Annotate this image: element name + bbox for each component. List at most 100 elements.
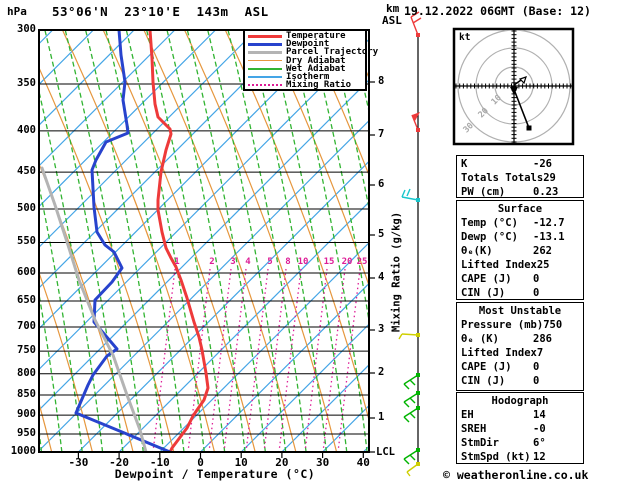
legend-row: Dewpoint: [245, 39, 365, 50]
panel-row: EH 14: [457, 408, 583, 422]
panel-row: StmSpd (kt) 12: [457, 450, 583, 464]
panel-row: θₑ (K) 286: [457, 332, 583, 346]
panel-row: CIN (J) 0: [457, 286, 583, 300]
legend-thin-line-swatch: [248, 59, 282, 62]
panel-row-value: 0: [533, 361, 540, 373]
temp-tick-label: -10: [149, 456, 170, 469]
panel-row-label: Pressure (mb): [461, 319, 544, 331]
panel-row-label: SREH: [461, 423, 487, 435]
panel-header: Most Unstable: [478, 305, 562, 317]
panel-row-label: CAPE (J): [461, 361, 512, 373]
panel-row: θₑ(K) 262: [457, 244, 583, 258]
panel-row: Dewp (°C) -13.1: [457, 230, 583, 244]
panel-row: Temp (°C) -12.7: [457, 216, 583, 230]
panel-row-value: 0: [533, 287, 540, 299]
temp-tick-label: 40: [356, 456, 370, 469]
temp-tick-label: 10: [234, 456, 248, 469]
mixing-ratio-value-label: 20: [341, 257, 353, 267]
km-tick-label: 4: [378, 271, 385, 283]
pressure-tick-label: 850: [17, 388, 36, 401]
mixing-ratio-value-label: 15: [323, 257, 335, 267]
legend-thick-line-swatch: [248, 50, 282, 54]
legend-thin-line-swatch: [248, 68, 282, 70]
panel-row-label: StmDir: [461, 437, 499, 449]
legend-item-label: Wet Adiabat: [286, 63, 346, 74]
km-tick-label: 6: [378, 178, 385, 190]
station-title: 53°06'N 23°10'E 143m ASL: [52, 4, 269, 19]
altitude-unit-asl: ASL: [382, 14, 402, 27]
panel-row-label: PW (cm): [461, 186, 506, 198]
legend-box: Temperature Dewpoint Parcel Trajectory Dry …: [243, 29, 378, 91]
temp-tick-label: 20: [275, 456, 289, 469]
pressure-tick-label: 950: [17, 427, 36, 440]
pressure-tick-label: 650: [17, 294, 36, 306]
legend-row: Mixing Ratio: [245, 80, 365, 91]
mixing-ratio-value-label: 10: [297, 257, 309, 267]
panel-row-value: 6°: [533, 437, 546, 449]
pressure-tick-label: 750: [17, 344, 36, 357]
temp-tick-label: -30: [68, 456, 89, 469]
panel-row-value: 286: [533, 333, 552, 345]
temp-tick-label: 30: [315, 456, 330, 469]
panel-row: Lifted Index 7: [457, 346, 583, 360]
panel-row-value: 25: [536, 259, 550, 271]
mixing-ratio-value-label: 2: [209, 257, 215, 267]
legend-thin-line-swatch: [248, 76, 282, 78]
legend-row: Isotherm: [245, 72, 365, 82]
panel-row: CAPE (J) 0: [457, 272, 583, 286]
temp-tick-label: -20: [109, 456, 130, 469]
legend-thick-line-swatch: [248, 42, 282, 46]
panel-row-value: -0: [533, 423, 546, 435]
run-date-label: 19.12.2022 06GMT (Base: 12): [404, 4, 591, 18]
stats-panel: Hodograph EH 14 SREH -0 StmDir 6° StmSpd (kt) 12: [456, 392, 584, 464]
panel-row-label: Lifted Index: [461, 259, 537, 271]
temp-tick-label: 0: [197, 456, 204, 469]
panel-row-label: K: [461, 158, 468, 170]
panel-row: CIN (J) 0: [457, 374, 583, 388]
panel-row-value: -12.7: [533, 217, 565, 229]
legend-row: Wet Adiabat: [245, 63, 365, 74]
pressure-tick-label: 400: [17, 123, 36, 136]
legend-item-label: Mixing Ratio: [286, 80, 352, 91]
legend-item-label: Parcel Trajectory: [286, 47, 379, 58]
pressure-tick-label: 900: [17, 408, 36, 421]
panel-header: Surface: [497, 203, 543, 215]
mixing-ratio-value-label: 5: [267, 257, 273, 267]
panel-header: Hodograph: [491, 395, 549, 407]
panel-row: PW (cm) 0.23: [457, 185, 583, 199]
mixing-ratio-value-label: 4: [245, 257, 251, 267]
pressure-tick-label: 800: [17, 366, 36, 379]
panel-row: StmDir 6°: [457, 436, 583, 450]
panel-row: K -26: [457, 157, 583, 171]
panel-row-label: StmSpd (kt): [461, 451, 531, 463]
panel-row: SREH -0: [457, 422, 583, 436]
pressure-tick-label: 300: [17, 23, 36, 35]
mixing-ratio-value-label: 1: [174, 257, 180, 267]
km-tick-label: 5: [378, 228, 385, 240]
panel-row: CAPE (J) 0: [457, 360, 583, 374]
credit-footer: © weatheronline.co.uk: [443, 468, 589, 482]
km-tick-label: 7: [378, 128, 385, 140]
panel-row-value: 7: [536, 347, 544, 359]
panel-row-label: Temp (°C): [461, 217, 518, 229]
stats-panel: Most Unstable Pressure (mb) 750 θₑ (K) 286 Li…: [456, 302, 584, 391]
mixing-ratio-value-label: 8: [285, 257, 291, 267]
panel-row-value: 14: [533, 409, 546, 421]
altitude-unit-km: km: [386, 2, 400, 15]
legend-dotted-line-swatch: [248, 84, 282, 87]
panel-row-value: 29: [543, 172, 556, 184]
panel-row-value: 0: [533, 273, 540, 285]
mixing-ratio-value-label: 3: [230, 257, 236, 267]
panel-row: Pressure (mb) 750: [457, 318, 583, 332]
panel-row-label: CAPE (J): [461, 273, 512, 285]
km-tick-label: 8: [378, 75, 385, 87]
panel-row-label: EH: [461, 409, 474, 421]
panel-row-label: θₑ (K): [461, 333, 499, 345]
legend-item-label: Dewpoint: [286, 39, 330, 50]
legend-item-label: Dry Adiabat: [286, 55, 346, 66]
km-tick-label: 3: [378, 323, 385, 335]
x-axis-title: Dewpoint / Temperature (°C): [114, 467, 316, 481]
panel-row-value: 0: [533, 375, 540, 387]
panel-row-label: CIN (J): [461, 287, 506, 299]
